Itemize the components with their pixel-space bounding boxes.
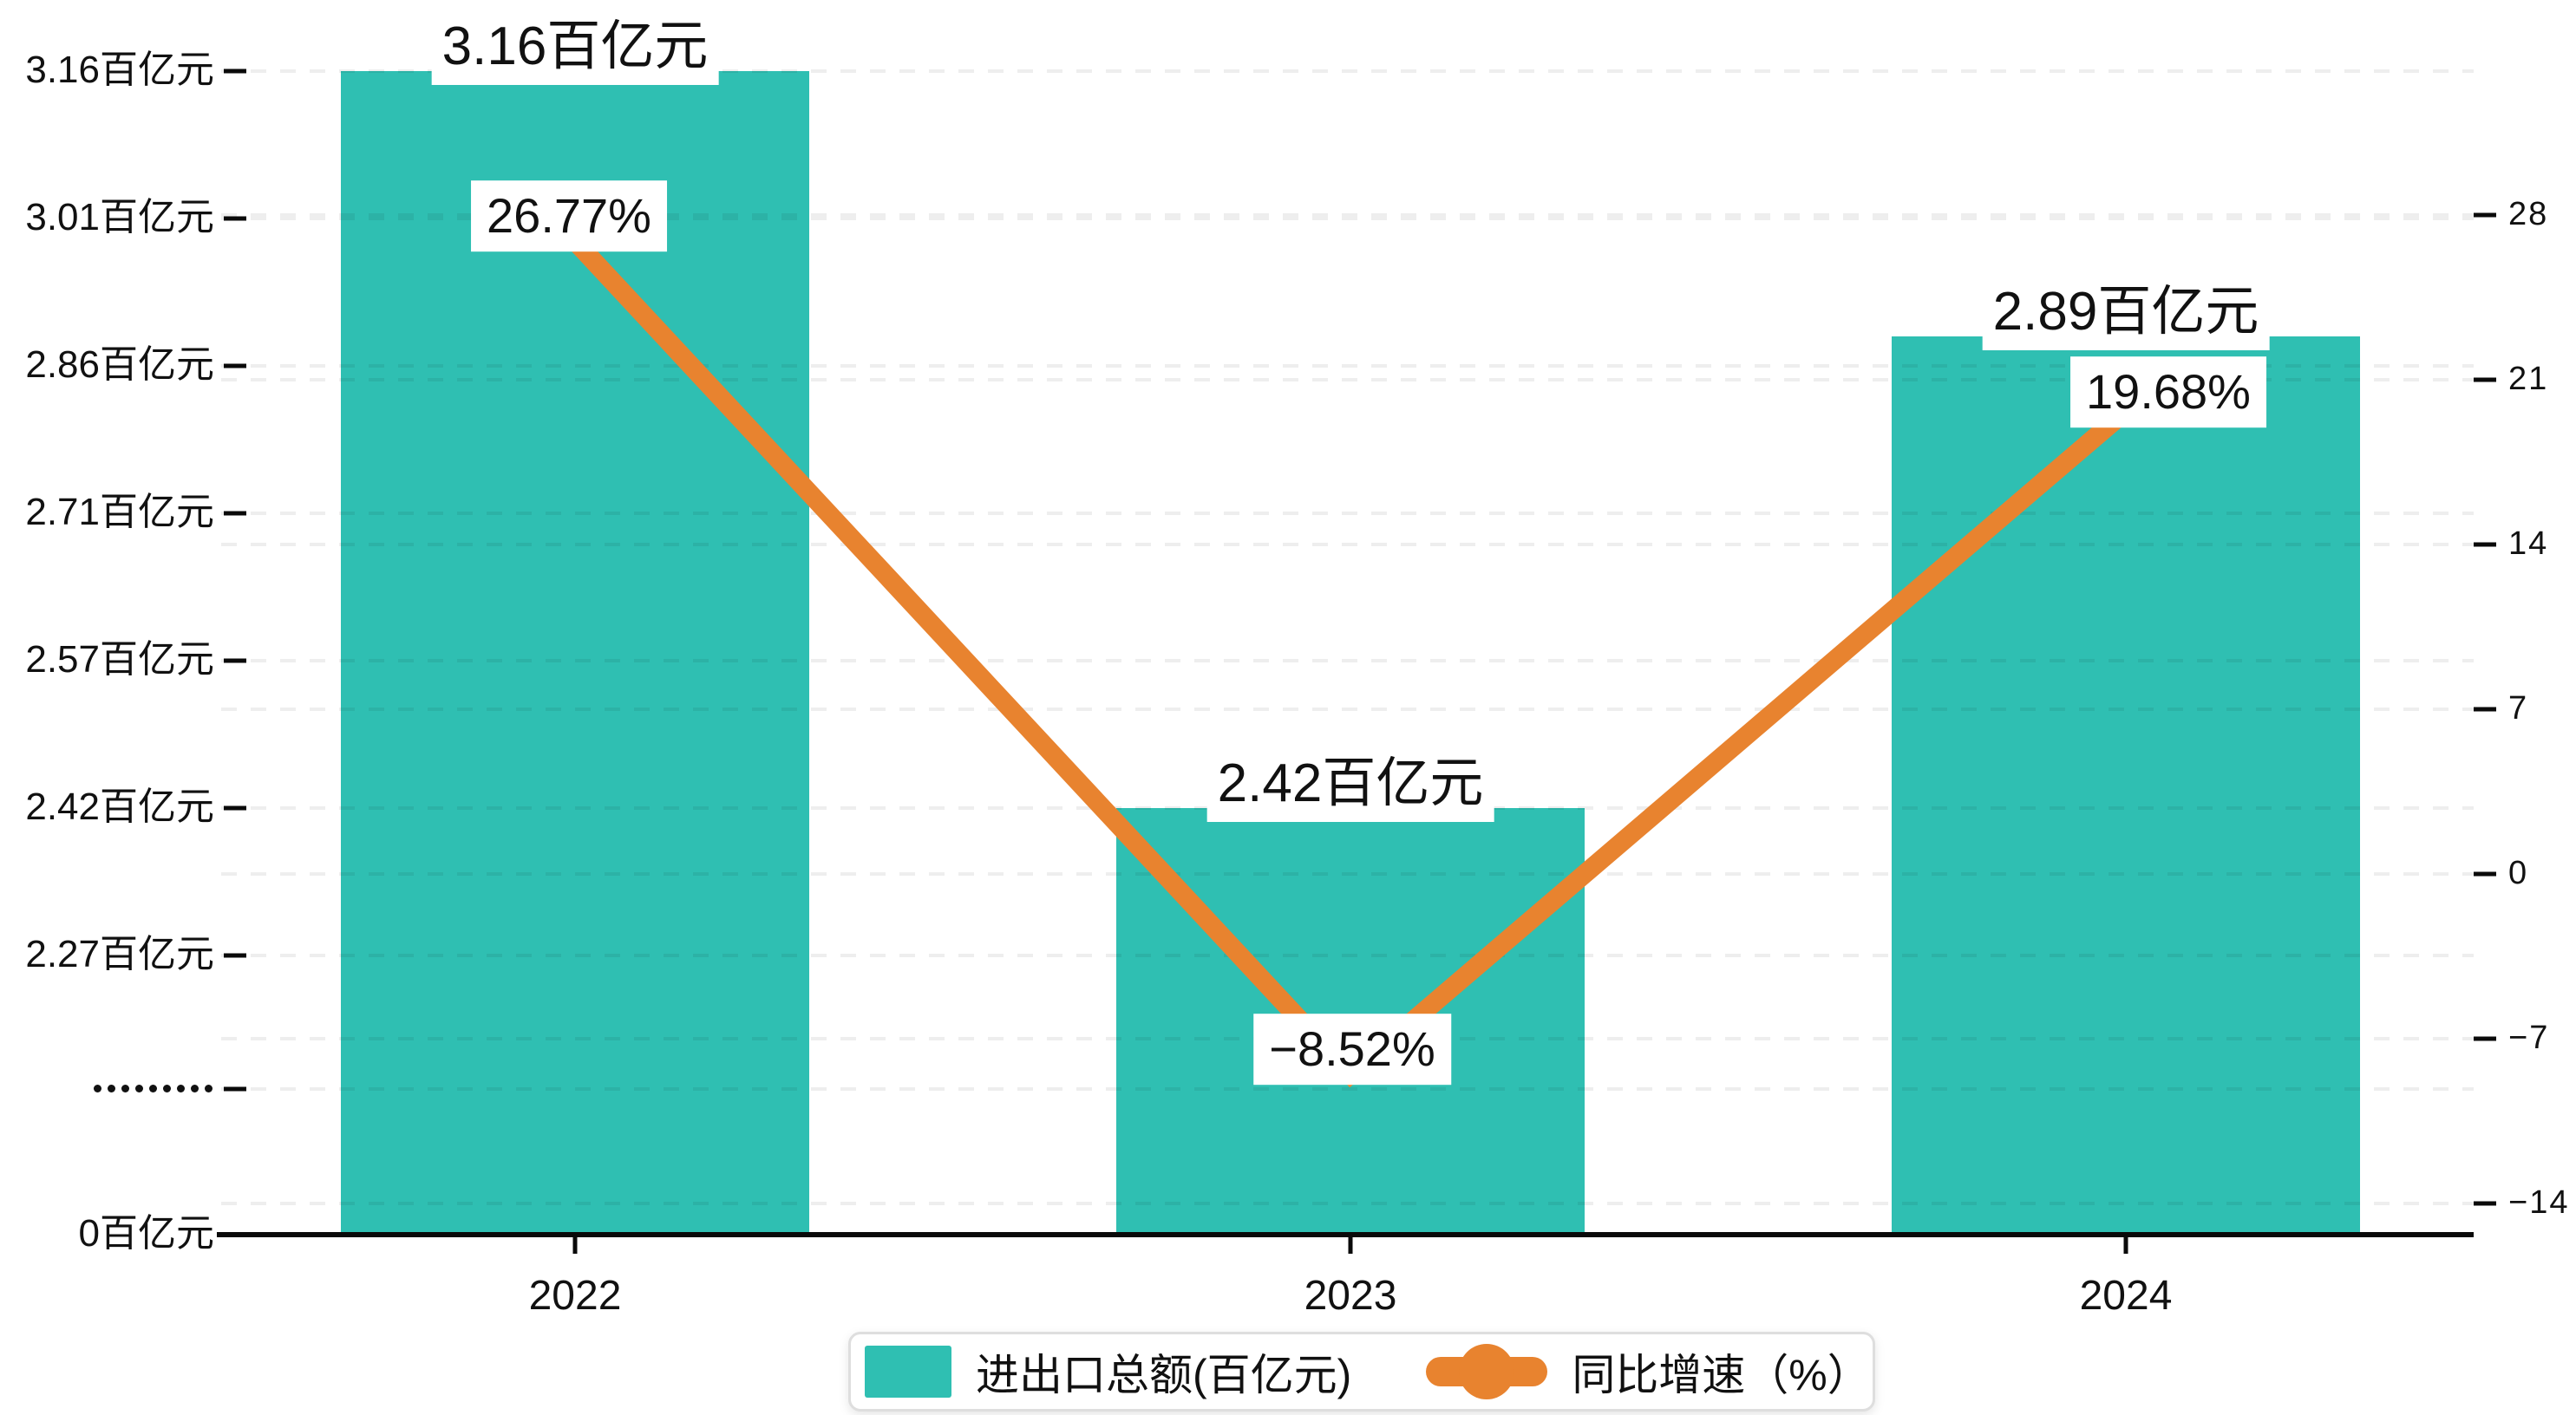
bar-value-label-2024: 2.89百亿元 [1982,273,2270,350]
left-axis-tick-label: 2.27百亿元 [25,932,214,975]
legend-item-bar-series[interactable]: 进出口总额(百亿元) [865,1340,1351,1403]
bar-series-swatch-icon [865,1346,951,1398]
axis-break-dots [94,1085,212,1092]
axis-break-dot [177,1085,185,1092]
right-axis-tick-label: 21 [2508,361,2549,398]
left-axis-zero-label: 0百亿元 [78,1211,214,1255]
right-axis-tick-label: 28 [2508,196,2549,233]
bar-2024[interactable] [1892,336,2360,1235]
x-axis-label-2024[interactable]: 2024 [2079,1273,2173,1319]
bar-value-label-2023: 2.42百亿元 [1206,745,1494,822]
legend-item-line-series[interactable]: 同比增速（%） [1426,1340,1871,1403]
bar-value-label-2022: 3.16百亿元 [431,8,719,85]
right-axis-tick-label: −14 [2508,1184,2570,1222]
line-series-marker-icon [1426,1344,1548,1399]
growth-label-2024: 19.68% [2070,356,2266,427]
axis-break-dot [149,1085,157,1092]
x-axis-label-2022[interactable]: 2022 [528,1273,622,1319]
axis-break-dot [205,1085,212,1092]
right-axis-tick-label: 7 [2508,690,2529,727]
right-axis-tick-label: −7 [2508,1020,2550,1057]
legend-label-bar-series: 进出口总额(百亿元) [976,1351,1352,1399]
axis-break-dot [163,1085,171,1092]
left-axis-tick-label: 2.71百亿元 [25,490,214,533]
legend: 进出口总额(百亿元) 同比增速（%） [848,1332,1875,1412]
left-axis-tick-label: 2.57百亿元 [25,637,214,681]
axis-break-dot [108,1085,115,1092]
left-axis-tick-label: 3.01百亿元 [25,195,214,238]
x-axis-label-2023[interactable]: 2023 [1304,1273,1397,1319]
legend-label-line-series: 同比增速（%） [1572,1351,1871,1399]
left-axis-tick-label: 2.86百亿元 [25,342,214,386]
axis-break-dot [135,1085,143,1092]
line-marker-dot [1459,1344,1515,1399]
axis-break-dot [94,1085,101,1092]
right-axis-tick-label: 0 [2508,855,2529,892]
left-axis-tick-label: 2.42百亿元 [25,785,214,828]
growth-label-2023: −8.52% [1253,1014,1451,1085]
axis-break-dot [121,1085,129,1092]
bar-2022[interactable] [341,71,809,1235]
right-axis-tick-label: 14 [2508,525,2549,563]
axis-break-dot [191,1085,199,1092]
growth-label-2022: 26.77% [471,180,667,251]
left-axis-tick-label: 3.16百亿元 [25,48,214,91]
